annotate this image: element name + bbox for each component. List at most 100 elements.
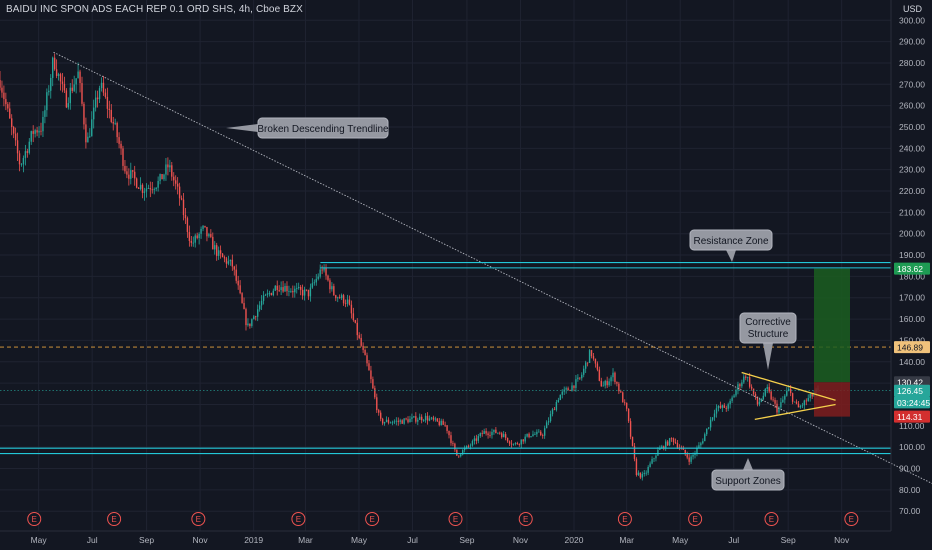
candle-body [48,90,50,93]
candle-body [280,287,282,291]
candle-body [786,391,788,396]
candle-body [151,189,153,191]
candle-body [221,253,224,258]
candle-body [296,287,298,289]
candle-body [32,131,34,134]
candle-body [235,269,237,281]
x-tick-label: Nov [193,535,209,545]
candle-body [132,170,134,172]
candle-body [748,377,751,387]
candle-body [471,441,474,446]
chart-title: BAIDU INC SPON ADS EACH REP 0.1 ORD SHS,… [6,4,303,15]
candle-body [264,294,267,296]
candle-body [303,289,306,296]
candle-body [444,424,446,426]
candle-body [147,188,150,189]
candle-body [594,358,597,364]
candle-body [360,337,362,346]
candle-body [625,402,628,409]
candle-body [540,431,542,436]
candle-body [526,433,528,437]
candle-body [0,80,1,88]
candle-body [788,388,790,392]
candle-body [214,245,216,250]
candle-body [741,382,743,387]
candle-body [569,390,571,391]
candle-body [551,409,554,415]
candle-body [432,417,435,420]
candle-body [709,419,712,428]
corrective-triangle [741,371,836,421]
candle-body [272,290,275,296]
candle-body [762,395,765,400]
candle-body [415,416,417,422]
candle-body [791,393,794,402]
candle-body [157,180,159,188]
candle-body [592,356,595,359]
candle-body [497,432,499,434]
price-label-text-entry: 130.42 [897,378,923,388]
candle-body [34,130,36,134]
candle-body [184,214,187,219]
candle-body [393,421,396,423]
y-tick-label: 280.00 [899,58,925,68]
candle-body [618,383,620,392]
candle-body [522,439,524,442]
candle-body [545,422,548,429]
candle-body [600,380,602,387]
candle-body [426,415,429,421]
x-tick-label: Sep [139,535,154,545]
candle-body [290,291,292,292]
candle-body [225,258,228,264]
earnings-marker-label: E [369,515,374,524]
candle-body [266,293,269,295]
candle-body [370,370,372,380]
candle-body [30,131,32,142]
candle-body [565,388,567,390]
y-tick-label: 150.00 [899,335,925,345]
candle-body [641,473,643,478]
y-tick-label: 220.00 [899,186,925,196]
candle-body [799,405,802,408]
candle-body [139,184,142,189]
candle-body [67,103,70,108]
candle-body [538,431,540,433]
candle-body [87,136,89,143]
candle-body [262,295,265,301]
callout-pointer [763,343,773,370]
candle-body [28,141,30,153]
candle-body [542,435,544,436]
candle-body [364,349,366,356]
callout-pointer [743,458,753,470]
x-tick-label: Mar [619,535,634,545]
candle-body [102,82,105,93]
candle-body [756,396,759,405]
candle-body [676,443,679,448]
candle-body [575,379,577,388]
candle-body [85,124,87,143]
candle-body [659,448,661,450]
candle-body [63,83,66,91]
candle-body [299,286,302,290]
candle-body [752,388,755,394]
candle-body [20,164,23,166]
candle-body [483,431,485,434]
candle-body [22,157,25,165]
y-tick-label: 160.00 [899,314,925,324]
y-tick-label: 230.00 [899,165,925,175]
candle-body [403,418,405,424]
candle-body [479,433,481,437]
candle-body [682,448,684,450]
candle-body [657,449,659,456]
candle-body [44,110,46,117]
x-tick-label: Nov [834,535,850,545]
candle-body [653,458,655,460]
candle-body [114,123,116,124]
candle-body [495,429,497,434]
candle-body [514,443,517,444]
candle-body [270,293,273,296]
